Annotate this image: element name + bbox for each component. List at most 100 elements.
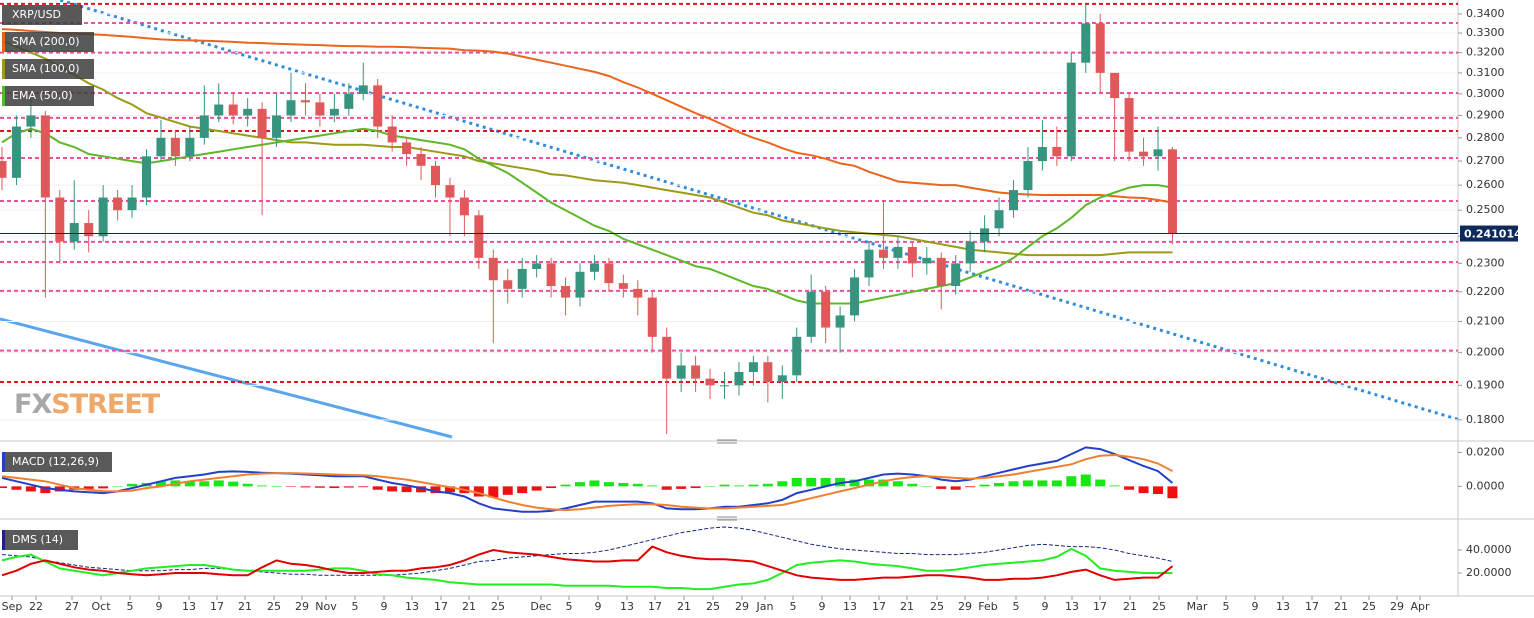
histogram-bar (661, 486, 672, 490)
legend-label: SMA (100,0) (12, 62, 80, 75)
candle-body (1081, 23, 1091, 63)
candle-body (662, 336, 672, 379)
histogram-bar (950, 486, 961, 490)
y-tick-label: 0.1800 (1466, 413, 1505, 426)
candle-body (431, 165, 440, 186)
candle-body (113, 197, 123, 211)
histogram-bar (762, 483, 773, 487)
histogram-bar (228, 481, 239, 487)
x-tick-label: Feb (978, 600, 997, 613)
legend-tag (2, 59, 94, 79)
histogram-bar (40, 486, 51, 494)
y-tick-label: 0.0200 (1466, 445, 1505, 458)
x-tick-label: 9 (819, 600, 826, 613)
x-tick-label: Mar (1187, 600, 1208, 613)
histogram-bar (286, 486, 296, 487)
candle-body (922, 257, 932, 264)
x-tick-label: 29 (295, 600, 309, 613)
histogram-bar (531, 486, 542, 491)
candle-body (98, 197, 108, 237)
histogram-bar (199, 481, 210, 487)
candle-body (199, 115, 209, 138)
x-tick-label: 17 (1305, 600, 1319, 613)
histogram-bar (618, 482, 629, 487)
x-tick-label: 21 (462, 600, 476, 613)
candle-body (1095, 23, 1105, 73)
candle-body (26, 115, 36, 127)
indicator-line (1, 526, 1173, 576)
candle-body (503, 280, 513, 289)
x-tick-label: Jan (756, 600, 774, 613)
x-tick-label: 9 (1042, 600, 1049, 613)
legend-tag (2, 452, 112, 472)
y-tick-label: 0.2300 (1466, 256, 1505, 269)
candle-body (763, 362, 773, 382)
x-tick-label: 9 (156, 600, 163, 613)
legend-tag (2, 530, 78, 550)
legend-swatch (2, 32, 5, 52)
x-tick-label: 13 (843, 600, 857, 613)
legend-swatch (2, 86, 5, 106)
candle-body (792, 336, 802, 376)
histogram-bar (1008, 481, 1019, 487)
x-tick-label: 22 (29, 600, 43, 613)
x-tick-label: Dec (530, 600, 551, 613)
histogram-bar (965, 486, 976, 488)
x-tick-label: 13 (405, 600, 419, 613)
x-tick-label: 25 (1152, 600, 1166, 613)
candle-body (344, 93, 354, 109)
histogram-bar (864, 479, 874, 487)
histogram-bar (98, 486, 109, 489)
x-tick-label: 5 (127, 600, 134, 613)
x-tick-label: 17 (1093, 600, 1107, 613)
histogram-bar (1153, 486, 1163, 494)
x-tick-label: 25 (1362, 600, 1376, 613)
candle-body (691, 365, 701, 379)
x-tick-label: 5 (1013, 600, 1020, 613)
candle-body (11, 126, 21, 178)
candle-body (214, 104, 224, 116)
candle-body (0, 161, 7, 178)
candle-body (1153, 149, 1163, 157)
x-tick-label: 25 (267, 600, 281, 613)
moving-average-line (1, 28, 1173, 204)
x-tick-label: 29 (735, 600, 749, 613)
candle-body (286, 100, 296, 116)
histogram-bar (343, 486, 354, 488)
x-tick-label: 17 (648, 600, 662, 613)
histogram-bar (979, 484, 990, 487)
x-tick-label: 13 (182, 600, 196, 613)
y-tick-label: 0.3300 (1466, 26, 1505, 39)
candle-body (1110, 72, 1120, 99)
candle-body (676, 365, 686, 379)
last-price-label: 0.241014 (1464, 228, 1522, 241)
x-tick-label: 21 (900, 600, 914, 613)
histogram-bar (1109, 485, 1120, 487)
candle-body (1066, 62, 1076, 157)
histogram-bar (1080, 474, 1091, 487)
candle-body (257, 108, 267, 138)
x-tick-label: 27 (65, 600, 79, 613)
y-tick-label: 0.3100 (1466, 66, 1505, 79)
candle-body (127, 197, 137, 211)
legend-label: SMA (200,0) (12, 35, 80, 48)
trend-line (54, 0, 1461, 422)
candle-body (1023, 161, 1033, 191)
histogram-bar (271, 486, 282, 487)
x-tick-label: 25 (930, 600, 944, 613)
candle-body (618, 283, 628, 289)
histogram-bar (1124, 486, 1135, 490)
candle-body (387, 126, 397, 143)
x-tick-label: 25 (491, 600, 505, 613)
legend-label: EMA (50,0) (12, 89, 73, 102)
histogram-bar (358, 486, 369, 488)
candle-body (936, 257, 946, 286)
y-tick-label: 0.2600 (1466, 178, 1505, 191)
histogram-bar (1138, 486, 1149, 494)
y-tick-label: 0.3000 (1466, 87, 1505, 100)
candle-body (835, 315, 845, 328)
candle-body (170, 137, 180, 157)
legend-label: MACD (12,26,9) (12, 455, 99, 468)
y-tick-label: 0.1900 (1466, 378, 1505, 391)
candle-body (907, 246, 917, 264)
